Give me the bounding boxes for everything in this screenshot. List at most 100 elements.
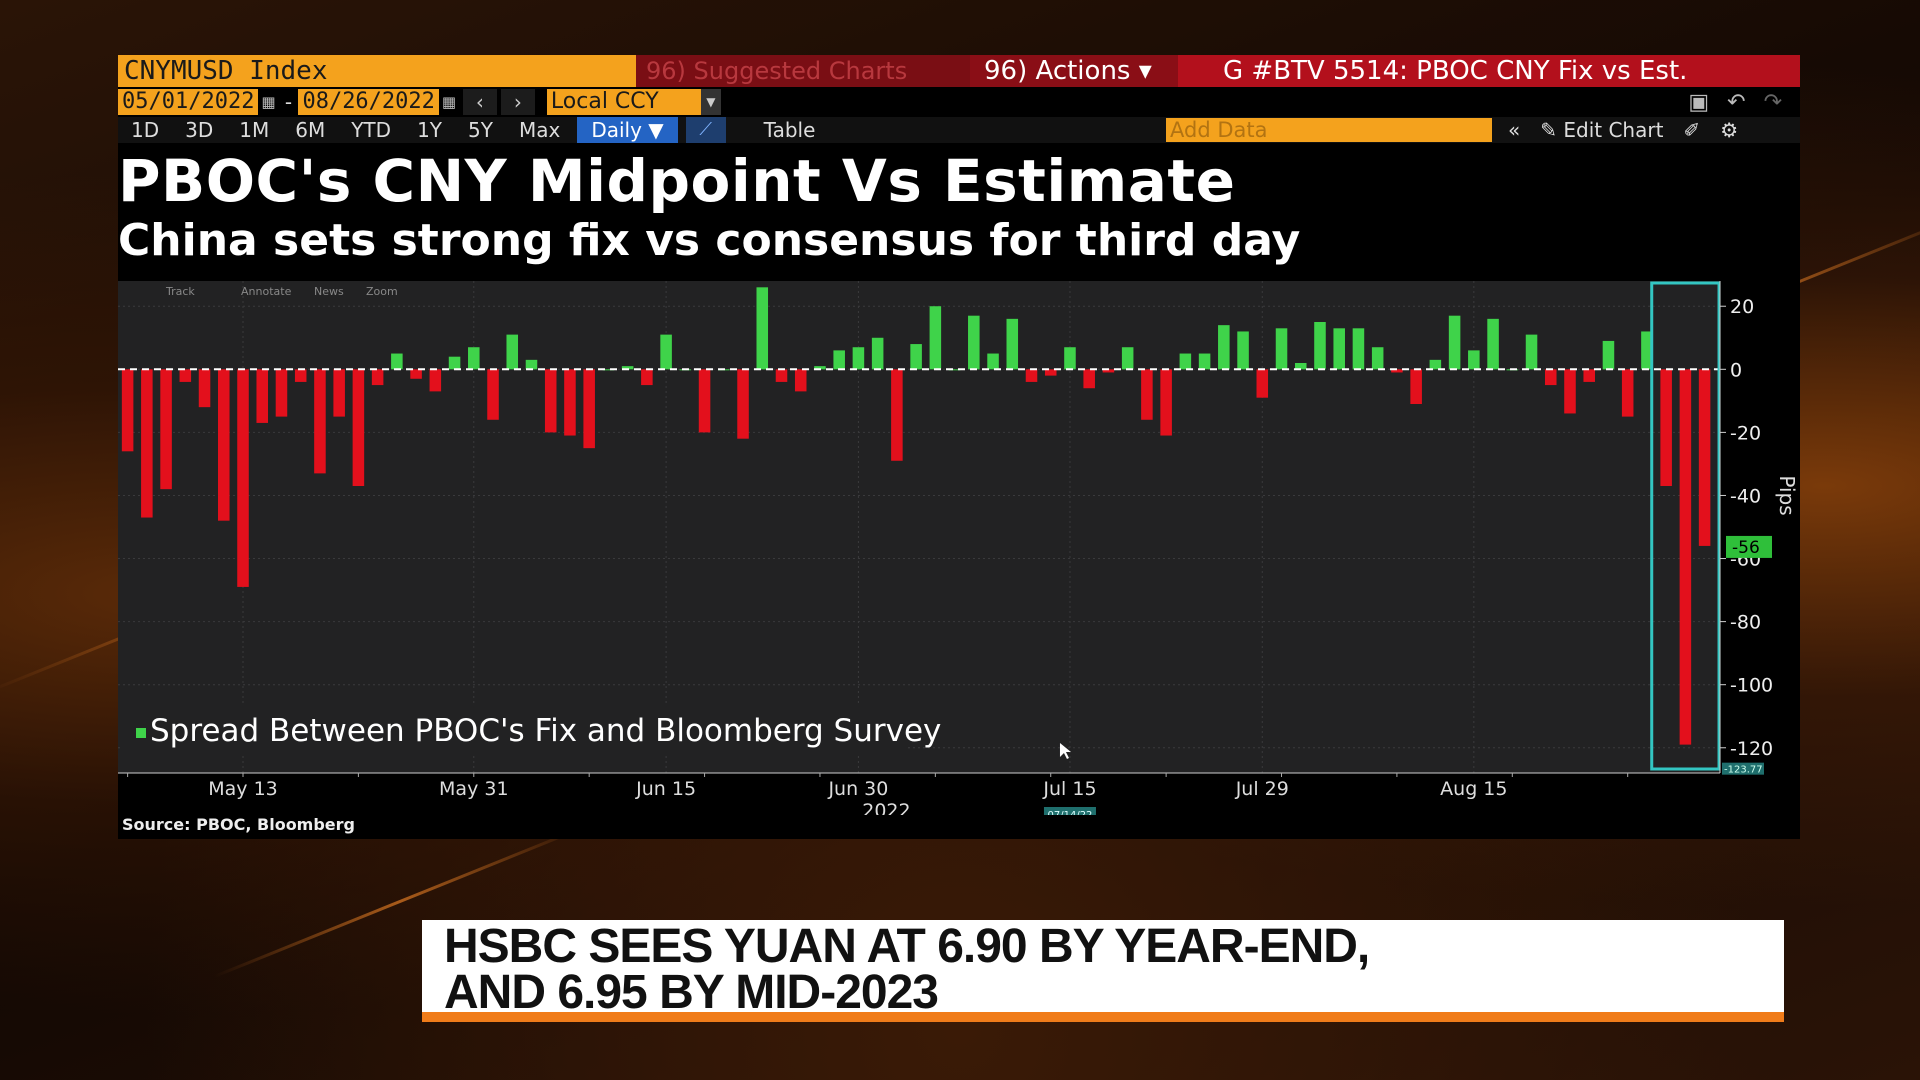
collapse-icon[interactable]: «	[1508, 118, 1521, 142]
bar	[237, 369, 249, 587]
annotate-tool[interactable]: Annotate	[241, 285, 292, 298]
bar	[1294, 363, 1307, 370]
bar	[391, 353, 403, 370]
function-code-title: G #BTV 5514: PBOC CNY Fix vs Est.	[1178, 55, 1800, 87]
line-chart-icon[interactable]: ⟋	[685, 117, 726, 143]
bar	[602, 369, 615, 371]
bar	[1544, 369, 1557, 386]
range-button-max[interactable]: Max	[518, 118, 561, 142]
bar	[1352, 328, 1365, 370]
add-data-input[interactable]: Add Data	[1166, 118, 1492, 142]
track-tool[interactable]: Track	[165, 285, 195, 298]
bloomberg-terminal-window: CNYMUSD Index 96) Suggested Charts 96) A…	[118, 55, 1800, 839]
chevron-down-icon[interactable]: ▼	[700, 89, 721, 115]
bar	[1602, 340, 1615, 370]
range-button-6m[interactable]: 6M	[295, 118, 326, 142]
bar	[525, 359, 538, 370]
bar	[1044, 369, 1057, 376]
bar	[179, 369, 192, 382]
bar	[1006, 318, 1019, 370]
range-button-5y[interactable]: 5Y	[468, 118, 493, 142]
bar	[1179, 353, 1192, 370]
mini-toolbar: Track Annotate News Zoom	[165, 285, 398, 298]
bar	[641, 369, 653, 386]
crosshair-date-bg	[1043, 807, 1096, 815]
suggested-charts-button[interactable]: 96) Suggested Charts	[636, 55, 970, 87]
gear-icon[interactable]: ⚙	[1720, 118, 1739, 142]
news-tool[interactable]: News	[314, 285, 344, 298]
bar	[1083, 369, 1095, 389]
calendar-icon[interactable]: ▦	[441, 93, 456, 111]
bar	[852, 347, 865, 370]
x-tick-label: Jun 15	[635, 778, 696, 800]
bar	[506, 334, 519, 370]
bar	[1487, 318, 1499, 370]
x-tick-label: Aug 15	[1440, 778, 1507, 800]
bar	[1064, 347, 1076, 370]
bars	[121, 287, 1711, 745]
currency-select[interactable]: Local CCY	[546, 89, 701, 115]
window-controls: ▣ ↶ ↷	[1688, 90, 1800, 115]
draw-icon[interactable]: ✐	[1683, 118, 1701, 142]
bar	[448, 356, 461, 370]
bar	[1333, 328, 1345, 370]
bar	[929, 306, 942, 370]
bar	[1102, 369, 1115, 373]
y-tick-label: 20	[1730, 296, 1754, 318]
chart-tools: « ✎ Edit Chart ✐ ⚙	[1508, 117, 1738, 143]
bar	[1371, 347, 1384, 370]
chart-title: PBOC's CNY Midpoint Vs Estimate	[118, 147, 1236, 215]
source-note: Source: PBOC, Bloomberg	[122, 815, 355, 834]
bar	[487, 369, 499, 420]
bar	[198, 369, 211, 408]
bar	[737, 369, 749, 439]
legend-label: Spread Between PBOC's Fix and Bloomberg …	[150, 713, 941, 749]
bar	[756, 287, 769, 370]
last-value-label: -56	[1732, 538, 1760, 558]
bar	[468, 347, 480, 370]
x-axis: May 13 May 31 Jun 15 Jun 30 Jul 15 Jul 29 Aug …	[118, 772, 1720, 815]
bar	[160, 369, 172, 490]
legend-swatch	[136, 728, 146, 738]
y-tick-label: -100	[1730, 675, 1773, 697]
bar	[968, 315, 980, 370]
calendar-icon[interactable]: ▦	[261, 93, 276, 111]
bar-chart[interactable]: 200-20-40-60-80-100-120-56-123.77 May 13…	[118, 281, 1800, 815]
table-button[interactable]: Table	[763, 118, 816, 142]
bar	[352, 369, 365, 486]
range-button-1d[interactable]: 1D	[131, 118, 160, 142]
x-tick-label: Jun 30	[827, 778, 888, 800]
present-icon[interactable]: ▣	[1688, 89, 1710, 115]
edit-chart-button[interactable]: ✎ Edit Chart	[1540, 118, 1663, 142]
mouse-cursor-icon	[1059, 743, 1071, 759]
range-button-1m[interactable]: 1M	[239, 118, 270, 142]
chevron-left-icon[interactable]: ‹	[462, 89, 497, 115]
y-tick-label: -120	[1730, 738, 1773, 760]
end-date-field[interactable]: 08/26/2022	[298, 89, 439, 115]
bar	[275, 369, 288, 417]
bar	[583, 369, 595, 449]
bar	[775, 369, 788, 382]
bar	[833, 350, 845, 370]
start-date-field[interactable]: 05/01/2022	[118, 89, 259, 115]
undo-icon[interactable]: ↶	[1727, 89, 1746, 115]
security-ticker-field[interactable]: CNYMUSD Index	[118, 55, 636, 87]
last-value-flag-bg	[1726, 535, 1772, 558]
frequency-select[interactable]: Daily ▼	[577, 117, 678, 143]
x-tick-label: Jul 29	[1235, 778, 1289, 800]
headline: HSBC SEES YUAN AT 6.90 BY YEAR-END, AND …	[444, 923, 1370, 1019]
chevron-right-icon[interactable]: ›	[500, 89, 535, 115]
bar	[1679, 369, 1692, 745]
bar	[1275, 328, 1288, 370]
bar	[1391, 369, 1403, 373]
min-value-flag-bg	[1722, 762, 1764, 775]
zoom-tool[interactable]: Zoom	[366, 285, 398, 298]
range-button-ytd[interactable]: YTD	[351, 118, 392, 142]
y-axis-title: Pips	[1775, 475, 1799, 515]
redo-icon[interactable]: ↷	[1763, 89, 1782, 115]
bar	[564, 369, 576, 436]
range-button-3d[interactable]: 3D	[185, 118, 214, 142]
range-button-1y[interactable]: 1Y	[417, 118, 443, 142]
actions-menu[interactable]: 96) Actions ▾	[970, 55, 1178, 87]
headline-line-2: AND 6.95 BY MID-2023	[444, 966, 939, 1019]
